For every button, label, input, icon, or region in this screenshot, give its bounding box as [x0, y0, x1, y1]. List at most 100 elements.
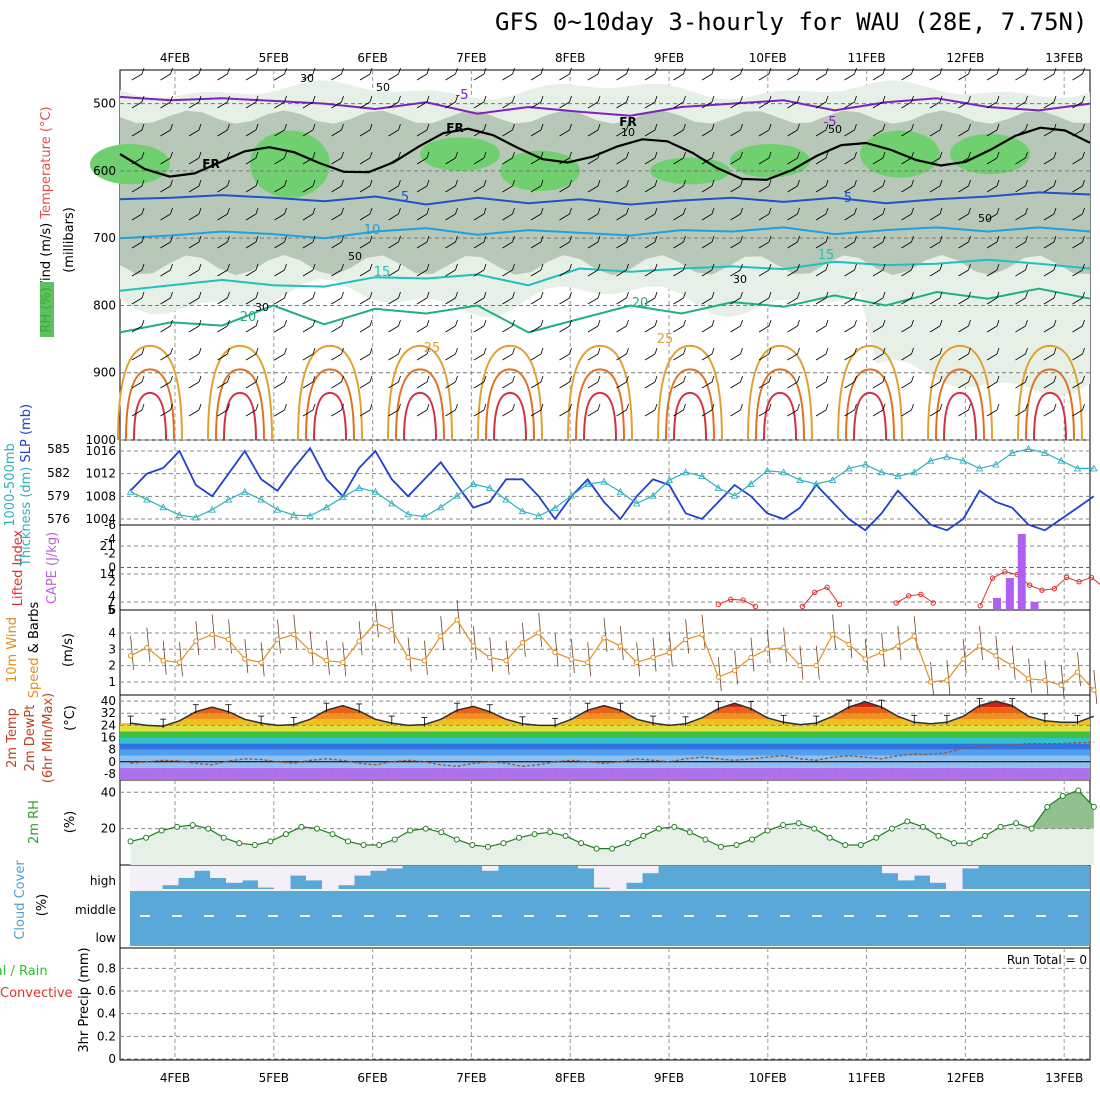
wind-barb-flag: [540, 263, 544, 271]
wind-barb: [188, 325, 200, 333]
temp-line: [130, 700, 1095, 727]
wind-barb: [530, 297, 542, 305]
wind-speed-point: [389, 626, 395, 633]
wind-barb-flag: [626, 319, 629, 327]
cloud-high-clear: [962, 866, 979, 869]
wind-barb-flag: [426, 95, 430, 103]
thickness-point: [436, 503, 445, 511]
wind-barb: [274, 353, 285, 361]
wind-barb-flag: [939, 403, 943, 411]
wind-ylabel-3: (m/s): [61, 633, 76, 667]
cloud-high-clear: [370, 866, 387, 871]
wind-barb: [359, 185, 371, 193]
wind-barb-flag: [996, 235, 1000, 243]
wind-barb-flag: [198, 403, 202, 411]
wind-barb: [1015, 213, 1026, 221]
wind-barb: [673, 269, 684, 277]
wind-barb-flag: [1082, 375, 1085, 383]
wind10m-barb: [195, 621, 200, 656]
wind-barb: [986, 269, 998, 277]
wind-barb: [416, 129, 428, 137]
wind10m-barb: [897, 625, 902, 661]
wind-barb-flag: [968, 207, 971, 215]
wind10m-barb: [652, 637, 657, 672]
rh-point: [919, 823, 926, 830]
wind-barb: [502, 129, 513, 137]
wind10m-barb: [668, 632, 673, 667]
li-tick-label: -2: [104, 546, 116, 560]
cape-tick-label: 14: [100, 567, 115, 581]
wind-barb-flag: [654, 123, 658, 131]
precip-ylabel: 3hr Precip (mm): [77, 947, 92, 1052]
wind-barb-flag: [683, 291, 686, 299]
wind-barb: [929, 213, 941, 221]
wind-barb-flag: [854, 375, 857, 383]
wind-barb-flag: [1053, 151, 1057, 159]
wind-barb: [245, 269, 257, 277]
li-tick-label: -4: [104, 532, 116, 546]
rh-point: [671, 823, 678, 830]
wind-barb-flag: [854, 291, 857, 299]
wind-barb-flag: [455, 95, 458, 103]
thickness-tick-label: 579: [47, 489, 70, 503]
wind-barb: [473, 353, 485, 361]
wind-barb-flag: [284, 123, 287, 131]
wind-barb: [217, 353, 228, 361]
wind-barb-flag: [141, 123, 145, 131]
wind-barb: [1043, 73, 1055, 81]
thickness-tick-label: 576: [47, 512, 70, 526]
wind-barb-flag: [654, 151, 658, 159]
wind-barb-flag: [626, 207, 629, 215]
temp-tick-label: -8: [104, 767, 116, 781]
thickness-point: [877, 468, 886, 476]
wind-barb-flag: [483, 347, 487, 355]
wind-barb: [331, 381, 342, 389]
rh-contour-label: 10: [621, 126, 635, 139]
wind-barb: [188, 297, 200, 305]
thickness-point: [747, 480, 755, 487]
wind-barb: [473, 73, 485, 81]
wind-barb: [844, 409, 855, 417]
wind-barb-flag: [170, 403, 173, 411]
wind-barb-flag: [284, 235, 287, 243]
wind-barb-flag: [683, 151, 686, 159]
wind-speed-point: [944, 677, 950, 684]
thickness-point: [1057, 456, 1065, 464]
rh-point: [749, 836, 756, 843]
wind-barb: [730, 101, 741, 109]
wind-barb-flag: [626, 123, 629, 131]
wind-barb-flag: [911, 403, 914, 411]
wind-barb-flag: [455, 207, 458, 215]
date-label-top: 9FEB: [654, 51, 684, 65]
date-label-bottom: 4FEB: [160, 1071, 190, 1085]
wind-barb-flag: [740, 235, 743, 243]
wind-barb: [929, 353, 941, 361]
wind-barb: [587, 129, 599, 137]
cloud-middle-clear: [140, 915, 150, 917]
wind-barb-flag: [825, 207, 829, 215]
wind-speed-point: [748, 654, 754, 661]
wind-barb-flag: [141, 95, 145, 103]
wind-barb: [901, 297, 912, 305]
wind-barb: [616, 129, 627, 137]
wind-barb-flag: [141, 151, 145, 159]
wind-barb: [929, 409, 941, 417]
wind-barb: [673, 101, 684, 109]
wind-barb: [502, 213, 513, 221]
wind-barb-flag: [996, 179, 1000, 187]
wind-barb: [217, 185, 228, 193]
wind-barb: [1015, 269, 1026, 277]
cloud-middle-clear: [492, 915, 502, 917]
wind10m-barb: [375, 603, 379, 638]
wind-barb-flag: [825, 319, 829, 327]
wind-barb-flag: [825, 291, 829, 299]
thickness-point: [812, 480, 821, 487]
wind-barb-flag: [711, 95, 715, 103]
wind-barb-flag: [569, 179, 572, 187]
wind-barb: [701, 157, 713, 165]
wind-barb-flag: [369, 263, 373, 271]
wind-barb: [245, 185, 257, 193]
rh-point: [888, 825, 895, 832]
wind10m-barb: [407, 637, 412, 672]
rh-band-70: [730, 144, 810, 178]
